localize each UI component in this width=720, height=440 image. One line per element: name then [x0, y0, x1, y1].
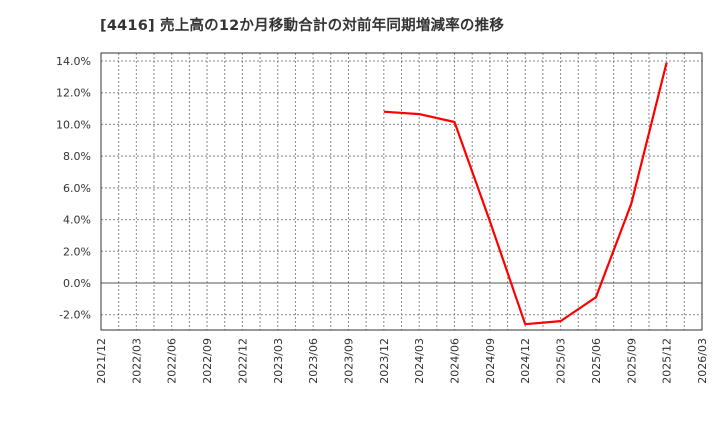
y-tick-label: 14.0%: [56, 55, 91, 68]
y-axis-labels: 14.0% 12.0% 10.0% 8.0% 6.0% 4.0% 2.0% 0.0% -2.0%: [56, 55, 91, 322]
x-tick-label: 2024/03: [413, 338, 426, 384]
y-tick-label: 10.0%: [56, 118, 91, 131]
series-line: [383, 62, 668, 326]
y-tick-label: 0.0%: [63, 277, 91, 290]
x-tick-label: 2023/06: [307, 338, 320, 384]
y-tick-label: 4.0%: [63, 214, 91, 227]
y-tick-label: 12.0%: [56, 87, 91, 100]
x-tick-label: 2022/12: [236, 338, 249, 384]
x-tick-label: 2023/09: [342, 338, 355, 384]
x-tick-label: 2026/03: [696, 338, 709, 384]
x-tick-label: 2022/09: [201, 338, 214, 384]
x-tick-label: 2024/06: [449, 338, 462, 384]
x-tick-label: 2023/12: [378, 338, 391, 384]
y-tick-label: 2.0%: [63, 245, 91, 258]
y-tick-label: 8.0%: [63, 150, 91, 163]
x-tick-label: 2025/12: [661, 338, 674, 384]
x-tick-label: 2025/09: [625, 338, 638, 384]
x-tick-label: 2021/12: [95, 338, 108, 384]
plot-frame: [100, 52, 703, 331]
x-axis-labels: 2021/12 2022/03 2022/06 2022/09 2022/12 2023/…: [95, 338, 709, 384]
y-tick-label: -2.0%: [59, 309, 91, 322]
x-tick-label: 2025/03: [555, 338, 568, 384]
x-tick-label: 2024/09: [484, 338, 497, 384]
x-tick-label: 2024/12: [519, 338, 532, 384]
x-tick-label: 2022/03: [130, 338, 143, 384]
grid-lines: [101, 53, 702, 330]
x-tick-label: 2025/06: [590, 338, 603, 384]
x-tick-label: 2022/06: [166, 338, 179, 384]
y-tick-label: 6.0%: [63, 182, 91, 195]
chart-title: [4416] 売上高の12か月移動合計の対前年同期増減率の推移: [100, 18, 505, 34]
x-tick-label: 2023/03: [272, 338, 285, 384]
